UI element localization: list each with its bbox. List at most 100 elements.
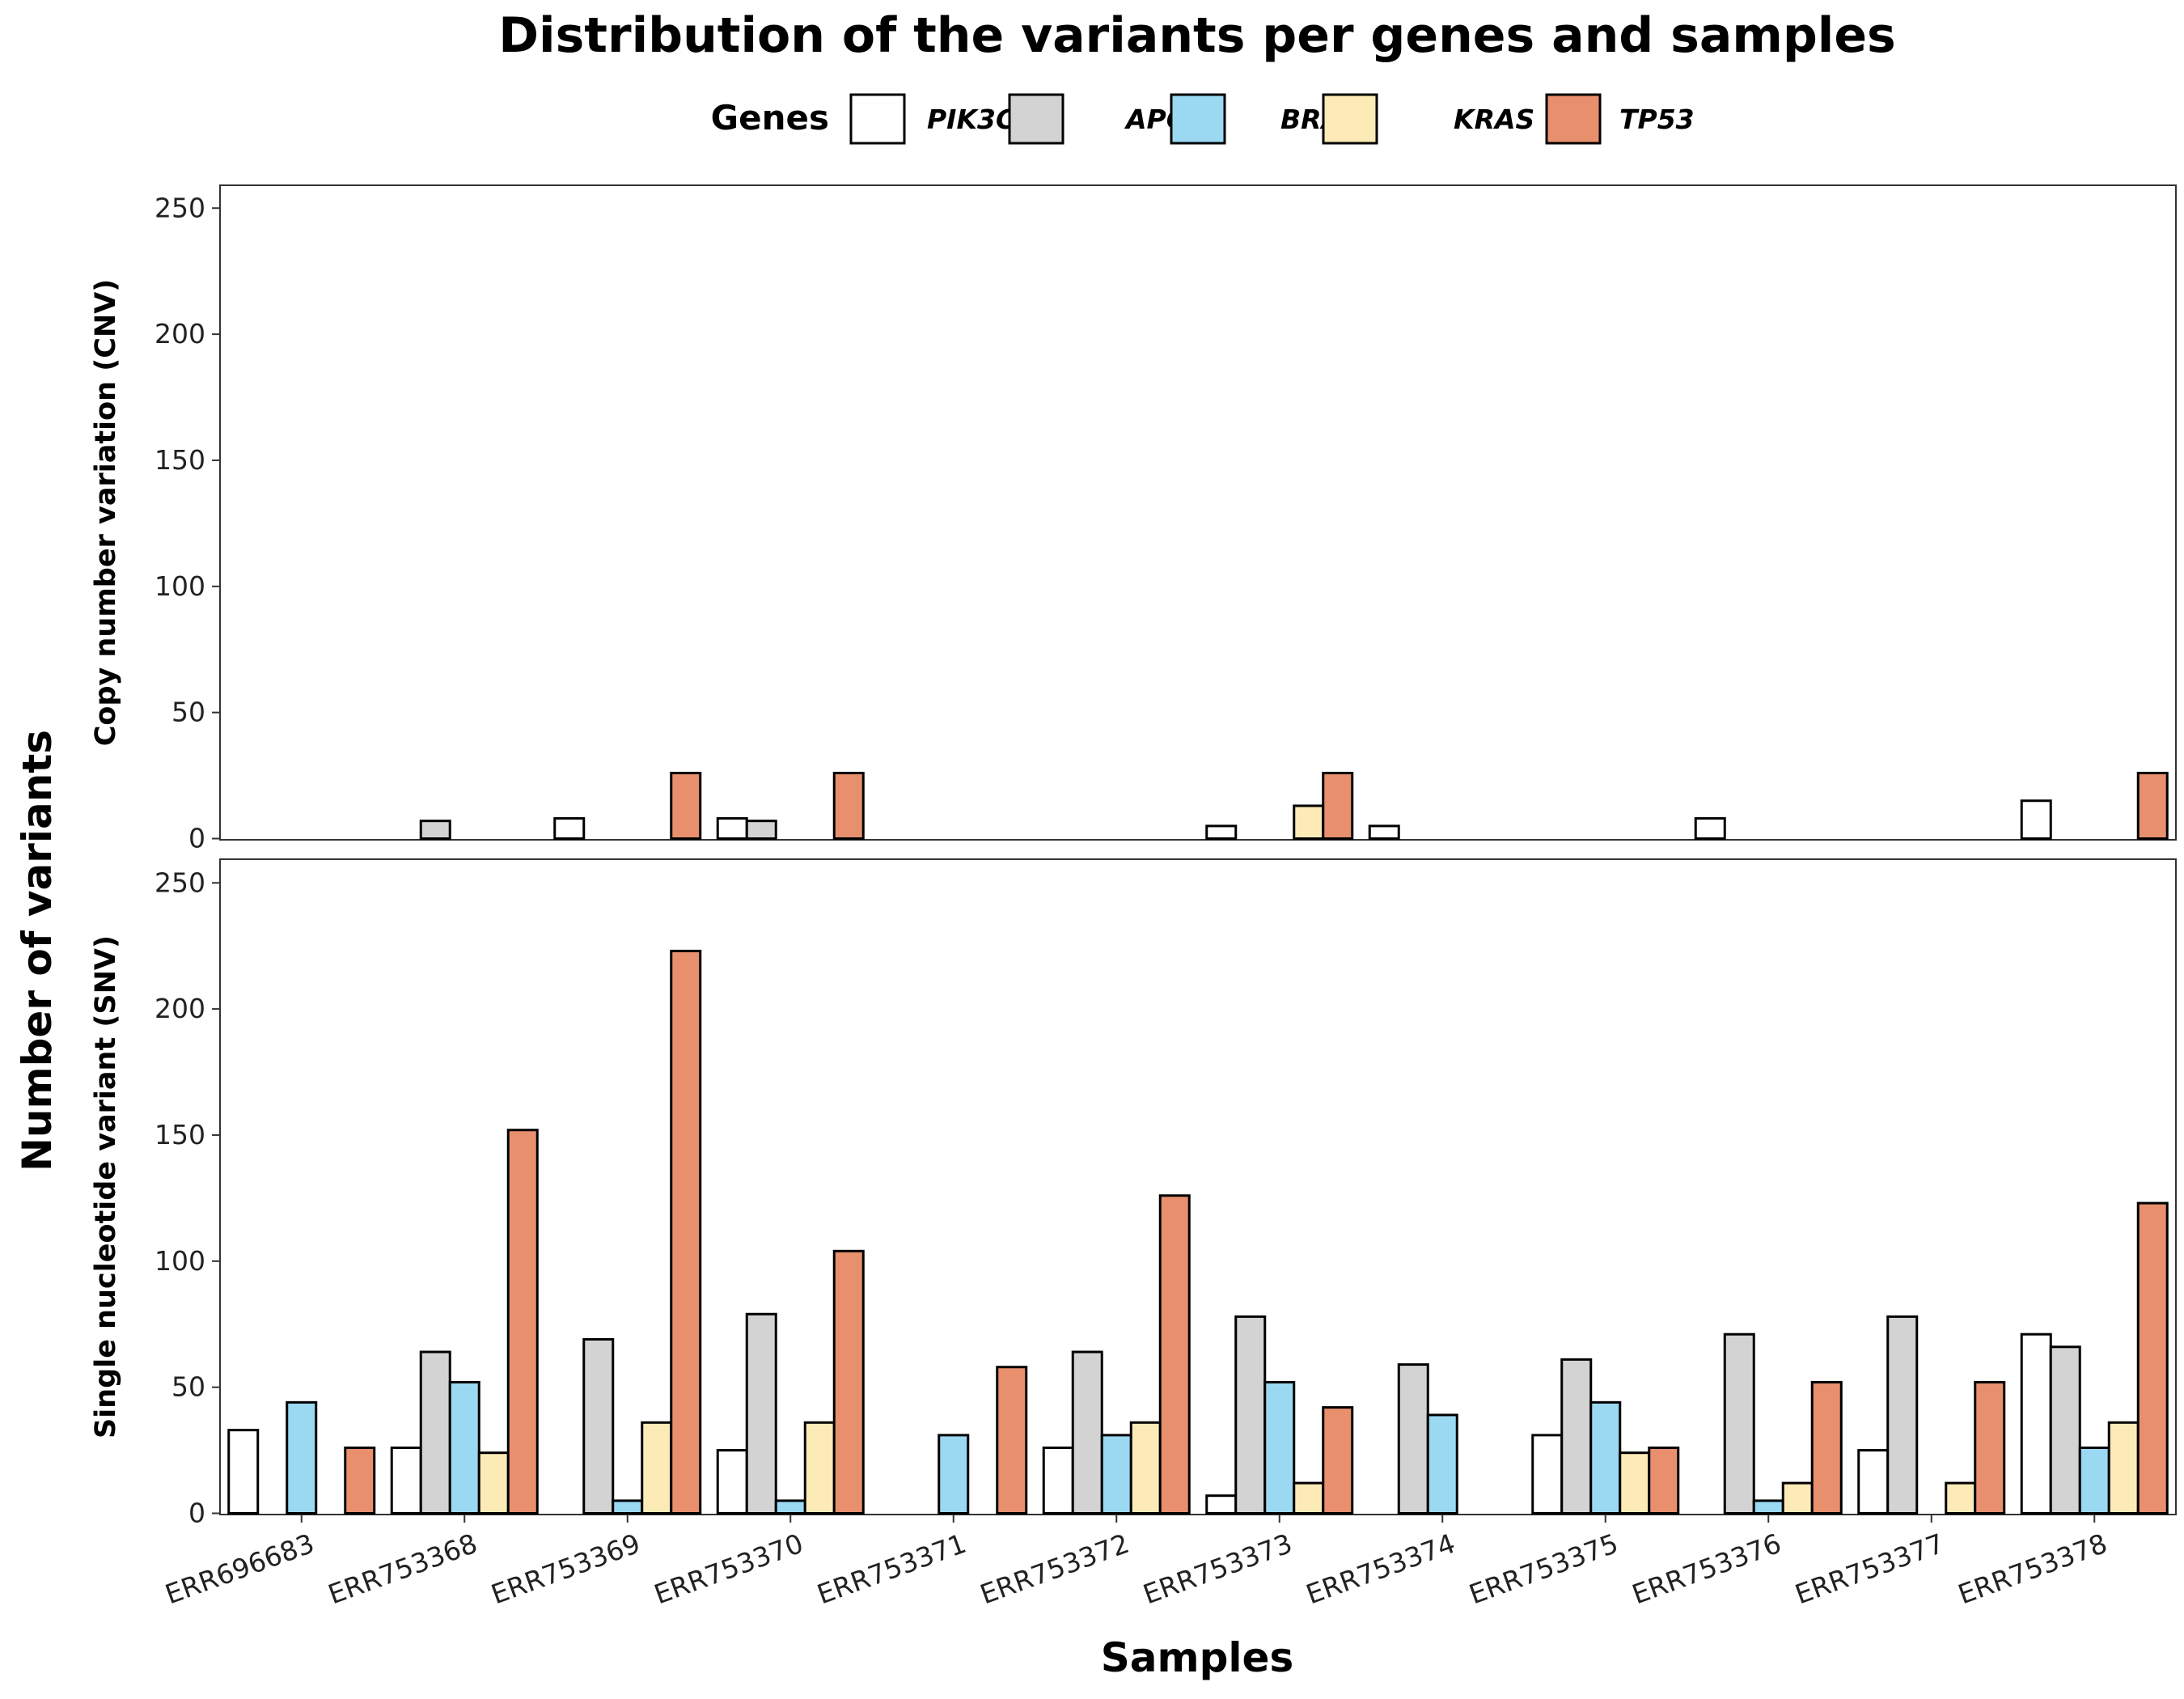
bar-braf (1100, 1434, 1132, 1515)
bar-tp53 (670, 771, 702, 841)
bar-pik3ca (1531, 1434, 1564, 1515)
bar-apc (1723, 1333, 1755, 1515)
bar-kras (803, 1421, 836, 1515)
bar-tp53 (1322, 1406, 1354, 1515)
x-tick-label: ERR696683 (161, 1527, 318, 1611)
bar-pik3ca (716, 817, 748, 841)
bar-apc (419, 1350, 451, 1515)
bar-braf (612, 1499, 644, 1515)
bar-pik3ca (227, 1429, 260, 1515)
legend-label-kras: KRAS (1454, 104, 1534, 135)
y-tick-label: 250 (154, 866, 205, 898)
x-tick-label: ERR753373 (1139, 1527, 1296, 1611)
bar-tp53 (1648, 1446, 1680, 1515)
bar-apc (1397, 1363, 1429, 1515)
bar-pik3ca (716, 1449, 748, 1515)
bar-apc (1234, 1315, 1267, 1515)
bar-tp53 (832, 1249, 865, 1515)
bar-braf (1263, 1380, 1296, 1515)
x-tick-label: ERR753378 (1954, 1527, 2111, 1611)
bar-braf (286, 1400, 318, 1515)
bar-kras (1781, 1481, 1814, 1515)
panel-cnv: 0 50 100 150 200 250 Copy number variation (CN… (90, 184, 2177, 854)
bar-tp53 (506, 1129, 539, 1515)
bar-braf (448, 1380, 480, 1515)
x-tick-label: ERR753372 (976, 1527, 1133, 1611)
bar-tp53 (996, 1366, 1028, 1515)
bar-apc (582, 1337, 615, 1515)
x-axis: ERR696683 ERR753368 ERR753369 ERR753370 ERR7… (161, 1515, 2111, 1610)
bar-pik3ca (1694, 817, 1726, 841)
y-tick-label: 150 (154, 1119, 205, 1150)
bar-apc (745, 1312, 777, 1515)
y-tick-label: 200 (154, 993, 205, 1024)
bar-kras (1945, 1481, 1977, 1515)
x-tick-label: ERR753371 (813, 1527, 970, 1611)
bar-kras (1129, 1421, 1162, 1515)
bar-braf (2078, 1446, 2110, 1515)
chart-title: Distribution of the variants per genes a… (498, 7, 1896, 64)
panel-y-label: Copy number variation (CNV) (90, 279, 122, 747)
bar-tp53 (1158, 1194, 1191, 1515)
y-tick-label: 100 (154, 570, 205, 602)
bar-apc (2049, 1345, 2081, 1515)
bar-pik3ca (1205, 1494, 1238, 1515)
bar-tp53 (670, 949, 702, 1515)
x-tick-label: ERR753374 (1302, 1527, 1459, 1611)
bar-braf (1426, 1413, 1458, 1515)
bar-pik3ca (2020, 1333, 2052, 1515)
bar-braf (774, 1499, 806, 1515)
bar-pik3ca (1042, 1446, 1074, 1515)
bar-pik3ca (553, 817, 586, 841)
y-tick-label: 50 (171, 1371, 205, 1403)
y-tick-label: 250 (154, 192, 205, 223)
y-tick-label: 100 (154, 1245, 205, 1277)
legend-label-tp53: TP53 (1619, 104, 1695, 135)
bar-tp53 (832, 771, 865, 841)
legend-swatch-kras (1322, 93, 1378, 145)
bar-apc (419, 820, 451, 841)
bar-tp53 (1974, 1380, 2006, 1515)
legend: Genes PIK3CA APC BRAF KRAS TP53 (711, 93, 1695, 145)
bar-pik3ca (1205, 824, 1238, 840)
bar-apc (1071, 1350, 1103, 1515)
bar-kras (1293, 804, 1325, 841)
x-tick-label: ERR753377 (1791, 1527, 1948, 1611)
y-tick-label: 50 (171, 697, 205, 728)
x-tick-label: ERR753375 (1465, 1527, 1622, 1611)
y-tick-label: 150 (154, 444, 205, 476)
bar-tp53 (1810, 1380, 1843, 1515)
bar-pik3ca (1857, 1449, 1890, 1515)
y-tick-label: 0 (188, 823, 205, 854)
bar-tp53 (1322, 771, 1354, 841)
bar-apc (1886, 1315, 1919, 1515)
bar-kras (641, 1421, 673, 1515)
panels: 0 50 100 150 200 250 Copy number variation (CN… (90, 184, 2177, 1529)
x-tick-label: ERR753376 (1628, 1527, 1785, 1611)
x-tick-label: ERR753369 (487, 1527, 644, 1611)
x-axis-title: Samples (1101, 1634, 1293, 1681)
bar-braf (938, 1434, 970, 1515)
bar-kras (477, 1451, 510, 1515)
legend-title: Genes (711, 98, 829, 138)
legend-swatch-apc (1008, 93, 1064, 145)
bar-kras (1293, 1481, 1325, 1515)
bar-apc (745, 820, 777, 841)
panel-snv: 0 50 100 150 200 250 Single nucleotide variant… (90, 858, 2177, 1529)
bar-braf (1589, 1400, 1622, 1515)
bar-pik3ca (2020, 799, 2052, 840)
y-tick-label: 0 (188, 1498, 205, 1529)
bar-braf (1752, 1499, 1784, 1515)
legend-swatch-braf (1170, 93, 1226, 145)
x-tick-label: ERR753370 (650, 1527, 807, 1611)
bar-pik3ca (390, 1446, 422, 1515)
bar-tp53 (2136, 771, 2169, 841)
legend-swatch-tp53 (1545, 93, 1602, 145)
bar-apc (1560, 1358, 1593, 1515)
panel-y-label: Single nucleotide variant (SNV) (90, 935, 122, 1438)
panel-frame (219, 184, 2177, 841)
y-axis-title: Number of variants (14, 730, 61, 1172)
bar-kras (1619, 1451, 1651, 1515)
bar-tp53 (2136, 1201, 2169, 1515)
